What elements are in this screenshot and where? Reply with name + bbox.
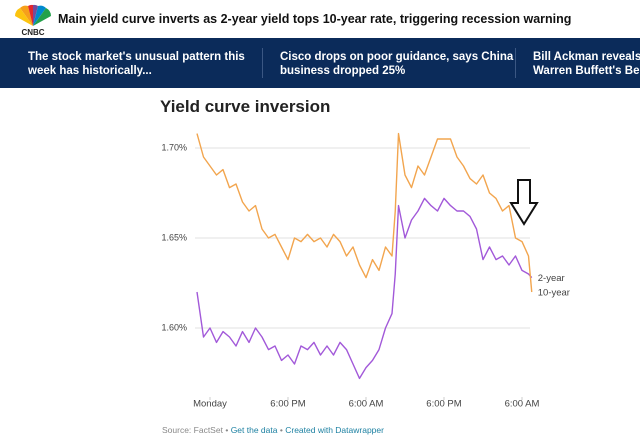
ticker-item[interactable]: The stock market's unusual pattern this w… xyxy=(28,50,245,78)
x-tick-label: 6:00 PM xyxy=(270,399,305,410)
source: Source: FactSet xyxy=(162,425,223,435)
cnbc-logo[interactable]: CNBC xyxy=(8,2,58,38)
ticker-line: The stock market's unusual pattern this xyxy=(28,51,245,63)
ticker-line: week has historically... xyxy=(28,65,152,77)
separator: • xyxy=(225,425,229,435)
top-bar: CNBC Main yield curve inverts as 2-year … xyxy=(0,0,640,38)
separator xyxy=(262,48,263,78)
news-ticker: The stock market's unusual pattern this w… xyxy=(0,38,640,88)
x-tick-label: 6:00 PM xyxy=(426,399,461,410)
series: 2-year xyxy=(196,197,565,380)
chart-title: Yield curve inversion xyxy=(160,97,331,116)
y-tick-label: 1.60% xyxy=(161,322,187,332)
ticker-item[interactable]: Cisco drops on poor guidance, says China… xyxy=(280,50,513,78)
y-tick-label: 1.70% xyxy=(161,142,187,152)
ticker-line: business dropped 25% xyxy=(280,65,406,77)
arrow xyxy=(509,179,539,226)
separator xyxy=(515,48,516,78)
ticker-line: Bill Ackman reveals a xyxy=(533,51,640,63)
line xyxy=(196,132,533,293)
ticker-line: Cisco drops on poor guidance, says China xyxy=(280,51,514,63)
link[interactable]: Get the data xyxy=(230,425,278,435)
headline[interactable]: Main yield curve inverts as 2-year yield… xyxy=(58,12,572,26)
separator: • xyxy=(279,425,283,435)
series-label: 2-year xyxy=(538,273,565,284)
y-tick-label: 1.65% xyxy=(161,232,187,242)
line xyxy=(196,197,533,380)
series-label: 10-year xyxy=(538,288,570,299)
logo-text: CNBC xyxy=(21,28,44,37)
ticker-line: Warren Buffett's Berk xyxy=(533,65,640,77)
x-tick-label: 6:00 AM xyxy=(505,399,540,410)
ticker-item[interactable]: Bill Ackman reveals a Warren Buffett's Be… xyxy=(533,50,640,78)
link[interactable]: Created with Datawrapper xyxy=(285,425,384,435)
series: 10-year xyxy=(196,132,570,299)
x-tick-label: Monday xyxy=(193,399,227,410)
x-tick-label: 6:00 AM xyxy=(349,399,384,410)
source-line: Source: FactSet • Get the data • Created… xyxy=(162,425,384,435)
